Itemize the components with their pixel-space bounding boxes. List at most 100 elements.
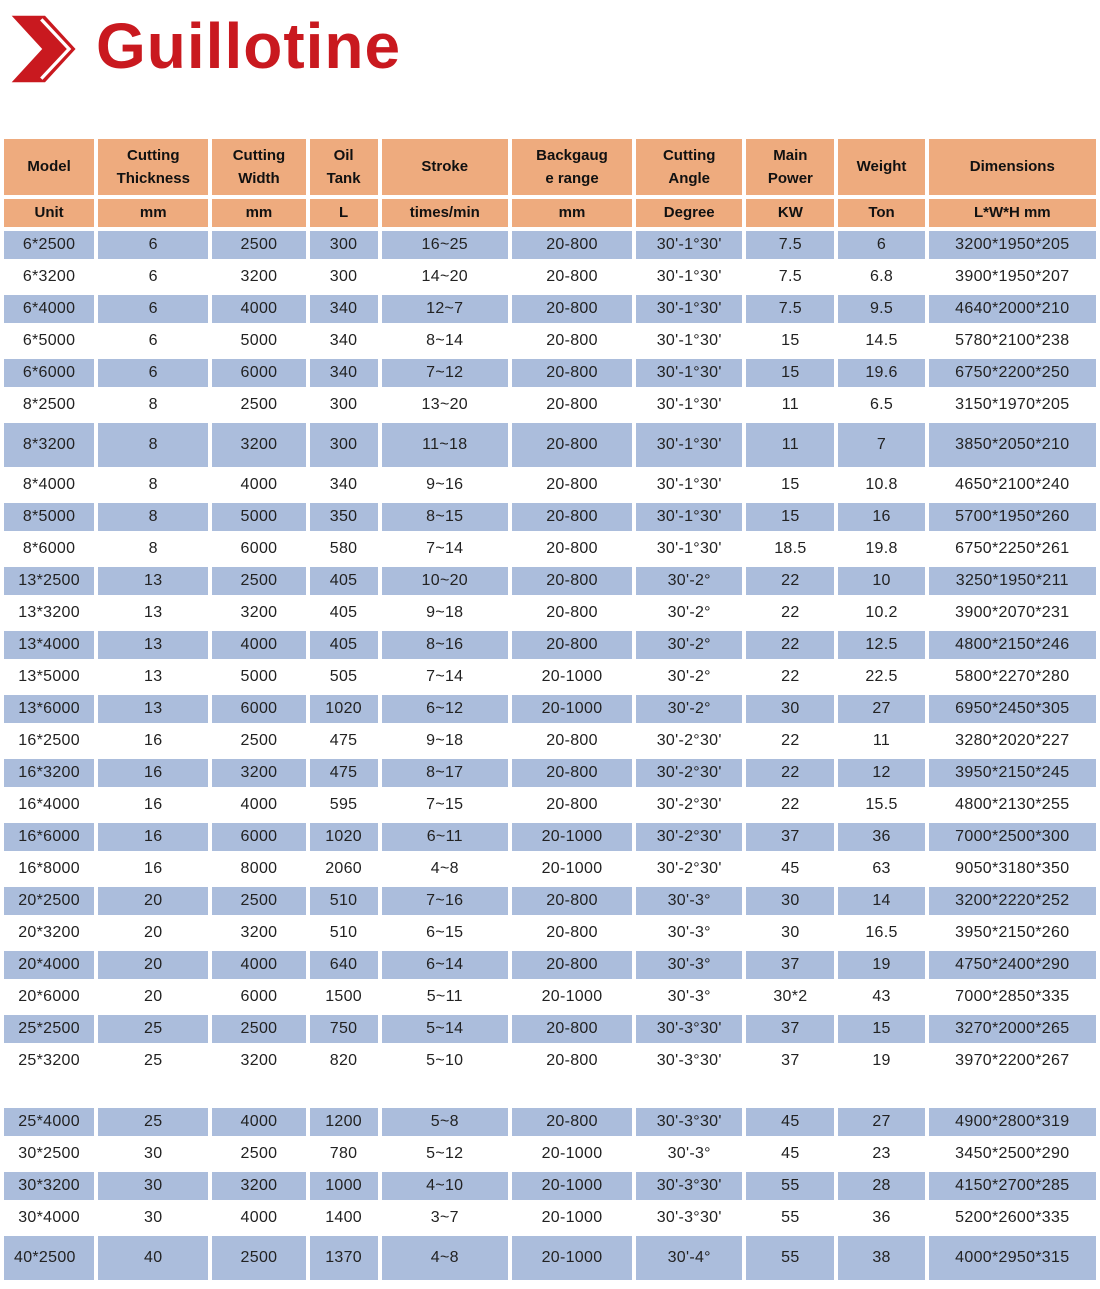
value-cell: 20-800	[511, 263, 633, 291]
cell-text: 22	[781, 795, 800, 813]
value-cell: 13	[98, 695, 209, 723]
cell-text: 40	[144, 1248, 163, 1266]
cell-text: 23	[872, 1144, 891, 1162]
cell-text: 750	[329, 1019, 358, 1037]
cell-text: 2500	[240, 731, 278, 749]
cell-text: 2500	[240, 395, 278, 413]
model-cell: 16*2500	[4, 727, 95, 755]
value-cell: 10.2	[838, 599, 925, 627]
value-cell: 20-800	[511, 231, 633, 259]
cell-text: 340	[329, 475, 358, 493]
value-cell: 5~14	[381, 1015, 508, 1043]
value-cell: 27	[838, 695, 925, 723]
cell-text: 340	[329, 299, 358, 317]
cell-text: 30'-3°30'	[656, 1019, 722, 1037]
cell-text: 11	[781, 435, 799, 453]
cell-text: 300	[329, 267, 358, 285]
cell-text: 30'-1°30'	[656, 475, 722, 493]
table-row: 8*5000 8 5000 350 8~15 20-800 30'-1°30' 15 16 570…	[4, 503, 1096, 531]
table-row: 8*3200 8 3200 300 11~18 20-800 30'-1°30' 11 7 385…	[4, 423, 1096, 467]
value-cell: 43	[838, 983, 925, 1011]
cell-text: 20-800	[546, 635, 598, 653]
cell-text: 8	[148, 539, 158, 557]
value-cell: 20-1000	[511, 695, 633, 723]
cell-text: 55	[781, 1176, 800, 1194]
value-cell: 4800*2150*246	[928, 631, 1096, 659]
value-cell: 8	[98, 423, 209, 467]
value-cell: 8~14	[381, 327, 508, 355]
cell-text: 20*6000	[18, 987, 80, 1005]
column-header-model: Model	[4, 139, 95, 195]
cell-text: 30	[144, 1176, 163, 1194]
value-cell: 6	[98, 231, 209, 259]
cell-text: 30'-4°	[667, 1248, 711, 1266]
cell-text: 2500	[240, 891, 278, 909]
cell-text: 20-800	[546, 795, 598, 813]
value-cell: 7.5	[746, 231, 835, 259]
value-cell: 19.8	[838, 535, 925, 563]
cell-text: 9~18	[426, 731, 464, 749]
cell-text: 3200*2220*252	[955, 891, 1070, 909]
value-cell: 5780*2100*238	[928, 327, 1096, 355]
value-cell: 7~14	[381, 535, 508, 563]
cell-text: 510	[329, 923, 358, 941]
cell-text: 3200	[240, 923, 278, 941]
cell-text: 640	[329, 955, 358, 973]
value-cell: 4000	[212, 471, 306, 499]
cell-text: 8*4000	[22, 475, 76, 493]
value-cell: 3950*2150*245	[928, 759, 1096, 787]
value-cell: 2500	[212, 391, 306, 419]
cell-text: 1200	[325, 1112, 362, 1130]
cell-text: 3200	[240, 435, 278, 453]
cell-text: 25	[144, 1019, 163, 1037]
cell-text: 9~18	[426, 603, 464, 621]
cell-text: 16	[144, 859, 163, 877]
cell-text: 5~10	[426, 1052, 464, 1069]
cell-text: 15	[781, 475, 800, 493]
cell-text: 7.5	[778, 267, 802, 285]
value-cell: 15.5	[838, 791, 925, 819]
value-cell: 36	[838, 823, 925, 851]
cell-text: 7.5	[778, 235, 802, 253]
cell-text: 30*2	[773, 987, 808, 1005]
value-cell: 5000	[212, 327, 306, 355]
cell-text: 4800*2130*255	[955, 795, 1070, 813]
value-cell: 30'-1°30'	[636, 295, 743, 323]
value-cell: 30'-2°	[636, 631, 743, 659]
value-cell: 8	[98, 535, 209, 563]
cell-text: 4000	[240, 1208, 278, 1226]
value-cell: 300	[309, 231, 378, 259]
cell-text: 20-800	[546, 1019, 598, 1037]
cell-text: 3250*1950*211	[955, 571, 1069, 589]
value-cell: 300	[309, 423, 378, 467]
value-cell: 475	[309, 759, 378, 787]
cell-text: 6000	[240, 827, 278, 845]
cell-text: 510	[329, 891, 358, 909]
cell-text: 340	[329, 363, 358, 381]
value-cell: 16	[98, 855, 209, 883]
value-cell: 475	[309, 727, 378, 755]
cell-text: 11	[872, 731, 891, 749]
cell-text: 30'-1°30'	[656, 435, 722, 453]
column-unit-model: Unit	[4, 199, 95, 227]
value-cell: 340	[309, 327, 378, 355]
table-body: 6*2500 6 2500 300 16~25 20-800 30'-1°30' 7.5 6 32…	[4, 231, 1096, 1280]
cell-text: 3900*1950*207	[955, 267, 1070, 285]
cell-text: 4640*2000*210	[955, 299, 1070, 317]
cell-text: 15	[872, 1019, 891, 1037]
value-cell: 8	[98, 471, 209, 499]
value-cell: 350	[309, 503, 378, 531]
value-cell: 340	[309, 359, 378, 387]
cell-text: 30'-2°30'	[656, 795, 722, 813]
model-cell: 25*4000	[4, 1108, 95, 1136]
cell-text: 2500	[240, 1144, 278, 1162]
table-row: 25*3200 25 3200 820 5~10 20-800 30'-3°30' 37 19 3…	[4, 1047, 1096, 1104]
value-cell: 28	[838, 1172, 925, 1200]
value-cell: 16	[98, 791, 209, 819]
value-cell: 2500	[212, 727, 306, 755]
cell-text: 30'-3°	[667, 1144, 711, 1162]
value-cell: 7~16	[381, 887, 508, 915]
guillotine-spec-table: Model Cutting Thickness Cutting Width Oil T…	[0, 135, 1100, 1284]
column-unit-oil-tank: L	[309, 199, 378, 227]
cell-text: 8*2500	[22, 395, 76, 413]
